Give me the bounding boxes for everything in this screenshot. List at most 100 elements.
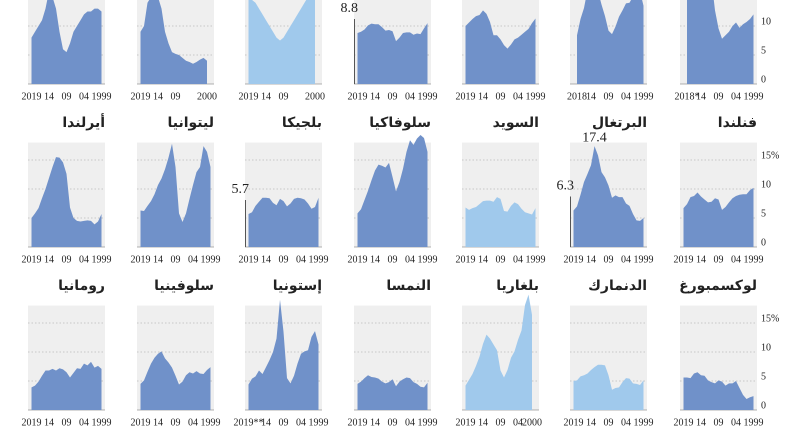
- x-tick-label: 04: [79, 417, 89, 428]
- x-tick-label: 1999: [744, 91, 764, 102]
- x-tick-label: 14: [153, 417, 163, 428]
- x-tick-label: 2019: [239, 91, 259, 102]
- x-tick-label: 09: [604, 254, 614, 265]
- y-tick-label: 0: [761, 400, 766, 411]
- area: [687, 0, 754, 84]
- x-tick-label: 2018: [567, 91, 587, 102]
- x-tick-label: 14: [44, 91, 54, 102]
- x-tick-label: 04: [188, 254, 198, 265]
- x-tick-label: 1999: [418, 91, 438, 102]
- x-tick-label: 1999: [418, 254, 438, 265]
- x-tick-label: 04: [405, 91, 415, 102]
- area: [357, 375, 428, 410]
- area: [573, 364, 644, 410]
- chart-title: بلغاريا: [496, 278, 539, 294]
- y-tick-label: 10: [761, 16, 771, 27]
- area: [31, 0, 102, 84]
- x-tick-label: 09: [62, 254, 72, 265]
- x-tick-label: 14: [696, 91, 706, 102]
- x-tick-label: 04: [513, 91, 523, 102]
- chart-title: النمسا: [386, 278, 431, 294]
- x-tick-label: 14: [586, 417, 596, 428]
- chart-title: رومانيا: [58, 278, 105, 294]
- chart-title: سلوفينيا: [154, 278, 214, 294]
- x-tick-label: 04: [79, 91, 89, 102]
- x-tick-label: 04: [79, 254, 89, 265]
- y-tick-label: 5: [761, 208, 766, 219]
- x-tick-label: 1999: [201, 417, 221, 428]
- x-tick-label: 2019**: [234, 417, 264, 428]
- area: [683, 372, 754, 410]
- x-tick-label: 04: [513, 254, 523, 265]
- x-tick-label: 2000: [522, 417, 542, 428]
- y-tick-label: 5: [761, 371, 766, 382]
- x-tick-label: 09: [496, 91, 506, 102]
- x-tick-label: 14: [586, 91, 596, 102]
- x-tick-label: 14: [696, 254, 706, 265]
- x-tick-label: 2019: [22, 417, 42, 428]
- x-tick-label: 1999: [634, 91, 654, 102]
- x-tick-label: 14: [261, 91, 271, 102]
- area: [683, 187, 754, 247]
- x-tick-label: 1999: [526, 254, 546, 265]
- x-tick-label: 09: [604, 417, 614, 428]
- x-tick-label: 09: [388, 91, 398, 102]
- x-tick-label: 14: [44, 417, 54, 428]
- x-tick-label: 09: [388, 417, 398, 428]
- area: [31, 361, 102, 410]
- x-tick-label: 1999: [418, 417, 438, 428]
- x-tick-label: 1999: [92, 254, 112, 265]
- chart-title: بلجيكا: [282, 115, 322, 131]
- x-tick-label: 1999: [744, 417, 764, 428]
- x-tick-label: 1999: [309, 254, 329, 265]
- area: [140, 351, 211, 410]
- y-tick-label: 0: [761, 74, 766, 85]
- x-tick-label: 2019: [22, 254, 42, 265]
- y-tick-label: 15%: [761, 313, 779, 324]
- x-tick-label: 14: [261, 417, 271, 428]
- x-tick-label: 09: [714, 254, 724, 265]
- chart-title: أيرلندا: [62, 113, 105, 131]
- x-tick-label: 1999: [309, 417, 329, 428]
- x-tick-label: 2019: [22, 91, 42, 102]
- x-tick-label: 2019: [239, 254, 259, 265]
- x-tick-label: 2019: [131, 91, 151, 102]
- x-tick-label: 14: [153, 91, 163, 102]
- x-tick-label: 14: [478, 417, 488, 428]
- x-tick-label: 2019: [564, 417, 584, 428]
- x-tick-label: 04: [731, 91, 741, 102]
- x-tick-label: 09: [62, 91, 72, 102]
- x-tick-label: 2019: [131, 254, 151, 265]
- area: [357, 135, 428, 247]
- x-tick-label: 14: [370, 417, 380, 428]
- x-tick-label: 14: [370, 254, 380, 265]
- y-tick-label: 0: [761, 237, 766, 248]
- x-tick-label: 04: [621, 417, 631, 428]
- y-tick-label: 15%: [761, 150, 779, 161]
- x-tick-label: 14: [478, 91, 488, 102]
- x-tick-label: 14: [44, 254, 54, 265]
- x-tick-label: 09: [171, 417, 181, 428]
- x-tick-label: 04: [513, 417, 523, 428]
- chart-title: سلوفاكيا: [369, 115, 431, 131]
- x-tick-label: 04: [296, 254, 306, 265]
- x-tick-label: 04: [731, 417, 741, 428]
- annotation: 5.7: [232, 182, 250, 197]
- x-tick-label: 14: [261, 254, 271, 265]
- x-tick-label: 09: [279, 91, 289, 102]
- x-tick-label: 14: [478, 254, 488, 265]
- x-tick-label: 04: [405, 417, 415, 428]
- x-tick-label: 04: [405, 254, 415, 265]
- chart-title: الدنمارك: [588, 278, 647, 294]
- x-tick-label: 04: [621, 254, 631, 265]
- annotation: 8.8: [341, 1, 359, 16]
- x-tick-label: 09: [279, 417, 289, 428]
- x-tick-label: 1999: [744, 254, 764, 265]
- x-tick-label: 1999: [92, 417, 112, 428]
- x-tick-label: 09: [279, 254, 289, 265]
- x-tick-label: 14: [586, 254, 596, 265]
- x-tick-label: 2000: [305, 91, 325, 102]
- x-tick-label: 2019: [564, 254, 584, 265]
- x-tick-label: 2019: [674, 254, 694, 265]
